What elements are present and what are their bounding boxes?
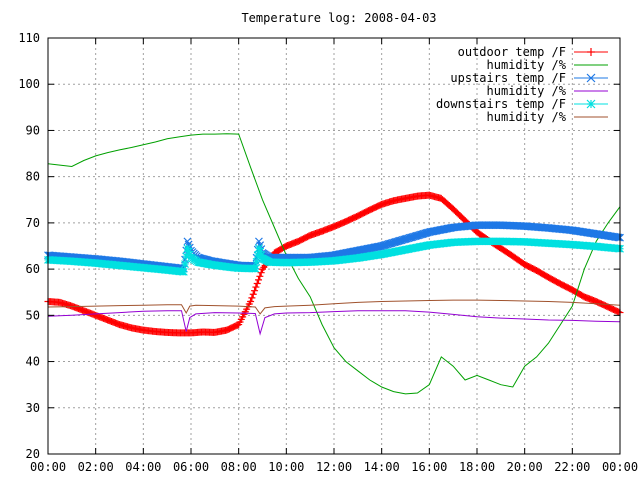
x-tick-label: 06:00	[173, 460, 209, 474]
series-5	[44, 237, 624, 276]
x-tick-label: 14:00	[364, 460, 400, 474]
legend-label: upstairs temp /F	[450, 71, 566, 85]
series-line	[47, 310, 621, 336]
y-tick-label: 50	[26, 308, 40, 322]
legend-entry: humidity /%	[487, 84, 608, 98]
legend-entry: humidity /%	[487, 58, 608, 72]
legend-marker	[587, 48, 595, 56]
legend-label: humidity /%	[487, 84, 567, 98]
legend-entry: humidity /%	[487, 110, 608, 124]
x-tick-label: 00:00	[30, 460, 66, 474]
series-layer	[44, 133, 624, 395]
x-axis-ticks: 00:00 02:00 04:00 06:00 08:00 10:00 12:00 14:00…	[30, 38, 638, 474]
legend-marker	[586, 99, 596, 109]
x-tick-label: 10:00	[268, 460, 304, 474]
x-tick-label: 22:00	[554, 460, 590, 474]
x-tick-label: 08:00	[221, 460, 257, 474]
x-tick-label: 20:00	[507, 460, 543, 474]
x-tick-label: 04:00	[125, 460, 161, 474]
y-tick-label: 60	[26, 262, 40, 276]
legend-label: downstairs temp /F	[436, 97, 566, 111]
series-line	[47, 299, 621, 315]
y-tick-label: 90	[26, 123, 40, 137]
x-tick-label: 00:00	[602, 460, 638, 474]
y-axis-ticks: 20 30 40 50 60 70 80 90 100 110	[18, 31, 620, 461]
y-tick-label: 20	[26, 447, 40, 461]
legend-label: humidity /%	[487, 110, 567, 124]
chart-title: Temperature log: 2008-04-03	[241, 11, 436, 25]
series-line	[47, 133, 621, 395]
legend-label: outdoor temp /F	[458, 45, 566, 59]
series-2	[47, 133, 621, 395]
legend-label: humidity /%	[487, 58, 567, 72]
legend-entry: upstairs temp /F	[450, 71, 608, 85]
y-tick-label: 100	[18, 77, 40, 91]
x-tick-label: 02:00	[78, 460, 114, 474]
x-tick-label: 16:00	[411, 460, 447, 474]
legend-entry: outdoor temp /F	[458, 45, 608, 59]
x-tick-label: 12:00	[316, 460, 352, 474]
series-6	[47, 299, 621, 315]
y-tick-label: 40	[26, 355, 40, 369]
y-tick-label: 70	[26, 216, 40, 230]
y-tick-label: 80	[26, 170, 40, 184]
y-tick-label: 30	[26, 401, 40, 415]
y-tick-label: 110	[18, 31, 40, 45]
legend-entry: downstairs temp /F	[436, 97, 608, 111]
x-tick-label: 18:00	[459, 460, 495, 474]
series-4	[47, 310, 621, 336]
legend-marker	[586, 73, 596, 83]
